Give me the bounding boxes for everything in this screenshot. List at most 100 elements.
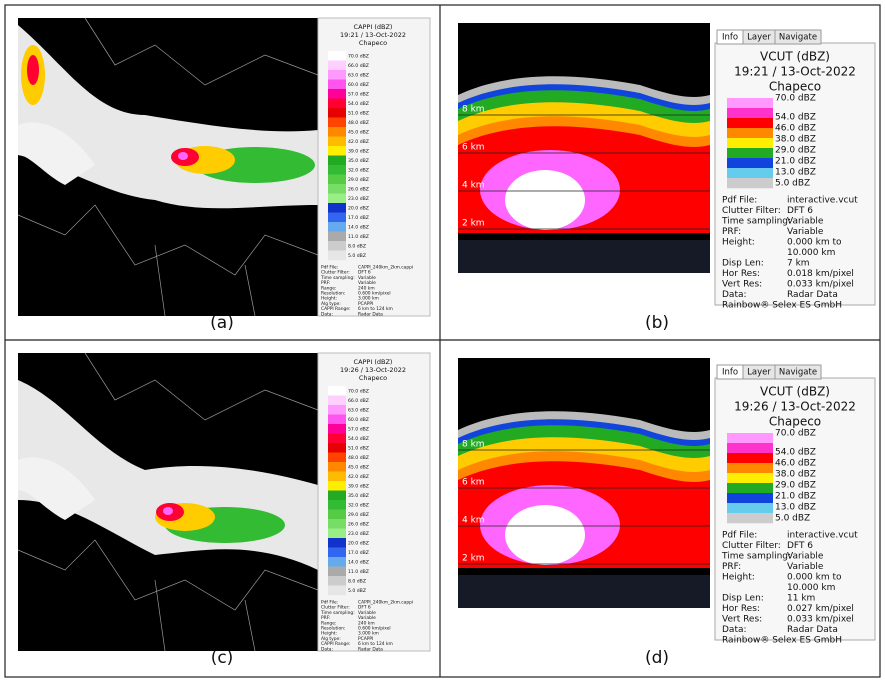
scale-label: 5.0 dBZ [775,179,810,189]
color-swatch [328,203,346,213]
scale-label: 42.0 dBZ [348,474,369,480]
info-key: Clutter Filter: [321,605,350,611]
color-swatch [727,178,773,189]
info-key: Hor Res: [722,604,760,614]
tab-label[interactable]: Layer [747,368,771,378]
color-swatch [727,433,773,444]
info-key: Pdf File: [722,196,757,206]
height-label: 8 km [462,440,485,450]
scale-label: 26.0 dBZ [348,521,369,527]
tab-label[interactable]: Navigate [779,368,817,378]
info-value: 0.018 km/pixel [787,269,854,279]
panel-label: (a) [210,313,234,333]
height-label: 4 km [462,181,485,191]
info-value: CAPPI_240km_2km.cappi [358,265,413,271]
color-swatch [328,557,346,567]
height-label: 6 km [462,478,485,488]
color-swatch [328,51,346,61]
legend-place: Chapeco [359,39,387,47]
scale-label: 13.0 dBZ [775,503,816,513]
info-key: CAPPI Range: [321,641,350,647]
scale-label: 54.0 dBZ [348,436,369,442]
scale-label: 14.0 dBZ [348,224,369,230]
color-swatch [328,108,346,118]
panel-label: (c) [211,648,234,668]
info-value: 10.000 km [787,583,835,593]
scale-label: 46.0 dBZ [775,459,816,469]
color-swatch [727,443,773,454]
color-swatch [328,241,346,251]
tab-label[interactable]: Layer [747,33,771,43]
vcut-base [458,233,710,240]
scale-label: 11.0 dBZ [348,234,369,240]
color-swatch [328,414,346,425]
scale-label: 21.0 dBZ [775,157,816,167]
info-key: PRF: [321,280,330,286]
info-key: Resolution: [321,626,345,632]
color-swatch [328,576,346,586]
info-value: CAPPI_240km_2km.cappi [358,600,413,606]
legend-time: 19:21 / 13-Oct-2022 [340,31,406,39]
info-value: 6 km to 124 km [358,306,393,312]
info-value: Variable [358,275,376,281]
info-key: Time sampling: [721,552,791,562]
info-value: Radar Data [358,646,383,652]
scale-label: 51.0 dBZ [348,445,369,451]
border-line [17,17,319,317]
scale-label: 20.0 dBZ [348,540,369,546]
info-key: Pdf File: [321,265,338,271]
scale-label: 35.0 dBZ [348,158,369,164]
panel-place: Chapeco [769,415,821,429]
scale-label: 5.0 dBZ [348,253,366,259]
info-value: DFT 6 [787,541,813,551]
info-key: Time sampling: [721,217,791,227]
tab[interactable] [774,364,822,380]
info-value: 0.000 km to [787,573,842,583]
scale-label: 39.0 dBZ [348,148,369,154]
height-label: 2 km [462,219,485,229]
scale-label: 17.0 dBZ [348,550,369,556]
scale-label: 57.0 dBZ [348,426,369,432]
scale-label: 54.0 dBZ [348,101,369,107]
info-key: Clutter Filter: [321,270,350,276]
info-value: 3.000 km [358,631,379,637]
scale-label: 63.0 dBZ [348,72,369,78]
info-key: Data: [321,646,333,652]
panel-title: VCUT (dBZ) [760,385,830,399]
info-value: 0.033 km/pixel [787,615,854,625]
scale-label: 5.0 dBZ [775,514,810,524]
scale-label: 32.0 dBZ [348,167,369,173]
color-swatch [328,519,346,529]
scale-label: 17.0 dBZ [348,215,369,221]
info-value: Variable [787,227,824,237]
border-line [17,352,319,652]
tab-label[interactable]: Navigate [779,33,817,43]
vcut-base [458,568,710,575]
scale-label: 20.0 dBZ [348,205,369,211]
info-value: Variable [358,610,376,616]
panel-place: Chapeco [769,80,821,94]
info-key: Range: [321,620,336,626]
info-value: Radar Data [358,311,383,317]
frame [4,4,881,678]
tab-label[interactable]: Info [722,33,738,43]
height-label: 6 km [462,143,485,153]
tab-label[interactable]: Info [722,368,738,378]
echo-cell [27,55,39,85]
info-key: Alg type: [321,636,341,642]
scale-label: 70.0 dBZ [775,429,816,439]
info-key: Disp Len: [722,594,764,604]
scale-label: 38.0 dBZ [775,135,816,145]
tab[interactable] [774,29,822,45]
info-key: PRF: [722,227,741,237]
color-swatch [328,386,346,396]
scale-label: 66.0 dBZ [348,63,369,69]
info-key: Disp Len: [722,259,764,269]
scale-label: 23.0 dBZ [348,196,369,202]
scale-label: 5.0 dBZ [348,588,366,594]
height-label: 2 km [462,554,485,564]
scale-label: 8.0 dBZ [348,243,366,249]
color-swatch [727,168,773,179]
panel: (c) CAPPI (dBZ)19:26 / 13-Oct-2022Chapeco… [17,352,431,668]
